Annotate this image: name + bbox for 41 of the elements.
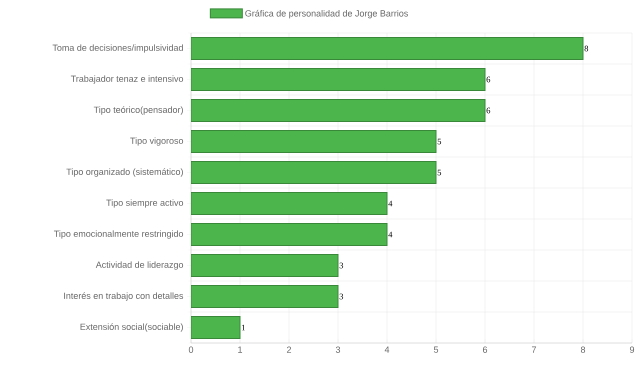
y-tick-label: Extensión social(sociable)	[80, 323, 183, 332]
bar	[191, 223, 388, 246]
y-tick-label: Tipo vigoroso	[130, 137, 184, 146]
x-tick-label: 3	[336, 346, 340, 353]
bar	[191, 316, 241, 340]
data-label: 6	[486, 108, 490, 114]
data-label: 1	[242, 324, 245, 330]
y-tick-label: Actividad de liderazgo	[96, 261, 184, 270]
data-label: 8	[584, 46, 588, 52]
x-tick-label: 6	[482, 346, 488, 353]
y-tick-label: Tipo emocionalmente restringido	[54, 230, 184, 239]
data-label: 4	[388, 200, 392, 206]
bar	[191, 37, 584, 60]
data-label: 3	[340, 262, 344, 268]
y-tick-label: Tipo teórico(pensador)	[94, 106, 183, 115]
y-tick-label: Tipo siempre activo	[106, 199, 184, 208]
bar	[191, 285, 339, 308]
bar	[191, 130, 437, 154]
y-tick-label: Interés en trabajo con detalles	[64, 292, 184, 301]
bar	[191, 161, 437, 184]
x-tick-label: 8	[580, 346, 586, 353]
y-tick-label: Toma de decisiones/impulsividad	[52, 44, 183, 53]
x-tick-label: 7	[532, 346, 536, 353]
bar	[191, 254, 339, 278]
data-label: 4	[388, 232, 392, 238]
x-tick-label: 2	[286, 346, 292, 353]
data-label: 3	[340, 294, 344, 300]
y-tick-label: Tipo organizado (sistemático)	[66, 168, 183, 177]
data-label: 6	[486, 76, 490, 82]
x-tick-label: 0	[188, 346, 194, 353]
bar	[191, 192, 388, 216]
data-label: 5	[438, 138, 442, 144]
bar	[191, 68, 486, 92]
x-tick-label: 9	[630, 346, 634, 353]
data-label: 5	[438, 170, 442, 176]
x-tick-label: 5	[434, 346, 438, 353]
y-tick-label: Trabajador tenaz e intensivo	[70, 75, 184, 84]
legend-label: Gráfica de personalidad de Jorge Barrios	[245, 10, 408, 18]
x-tick-label: 1	[238, 346, 242, 353]
x-tick-label: 4	[384, 346, 390, 353]
bar	[191, 99, 486, 122]
